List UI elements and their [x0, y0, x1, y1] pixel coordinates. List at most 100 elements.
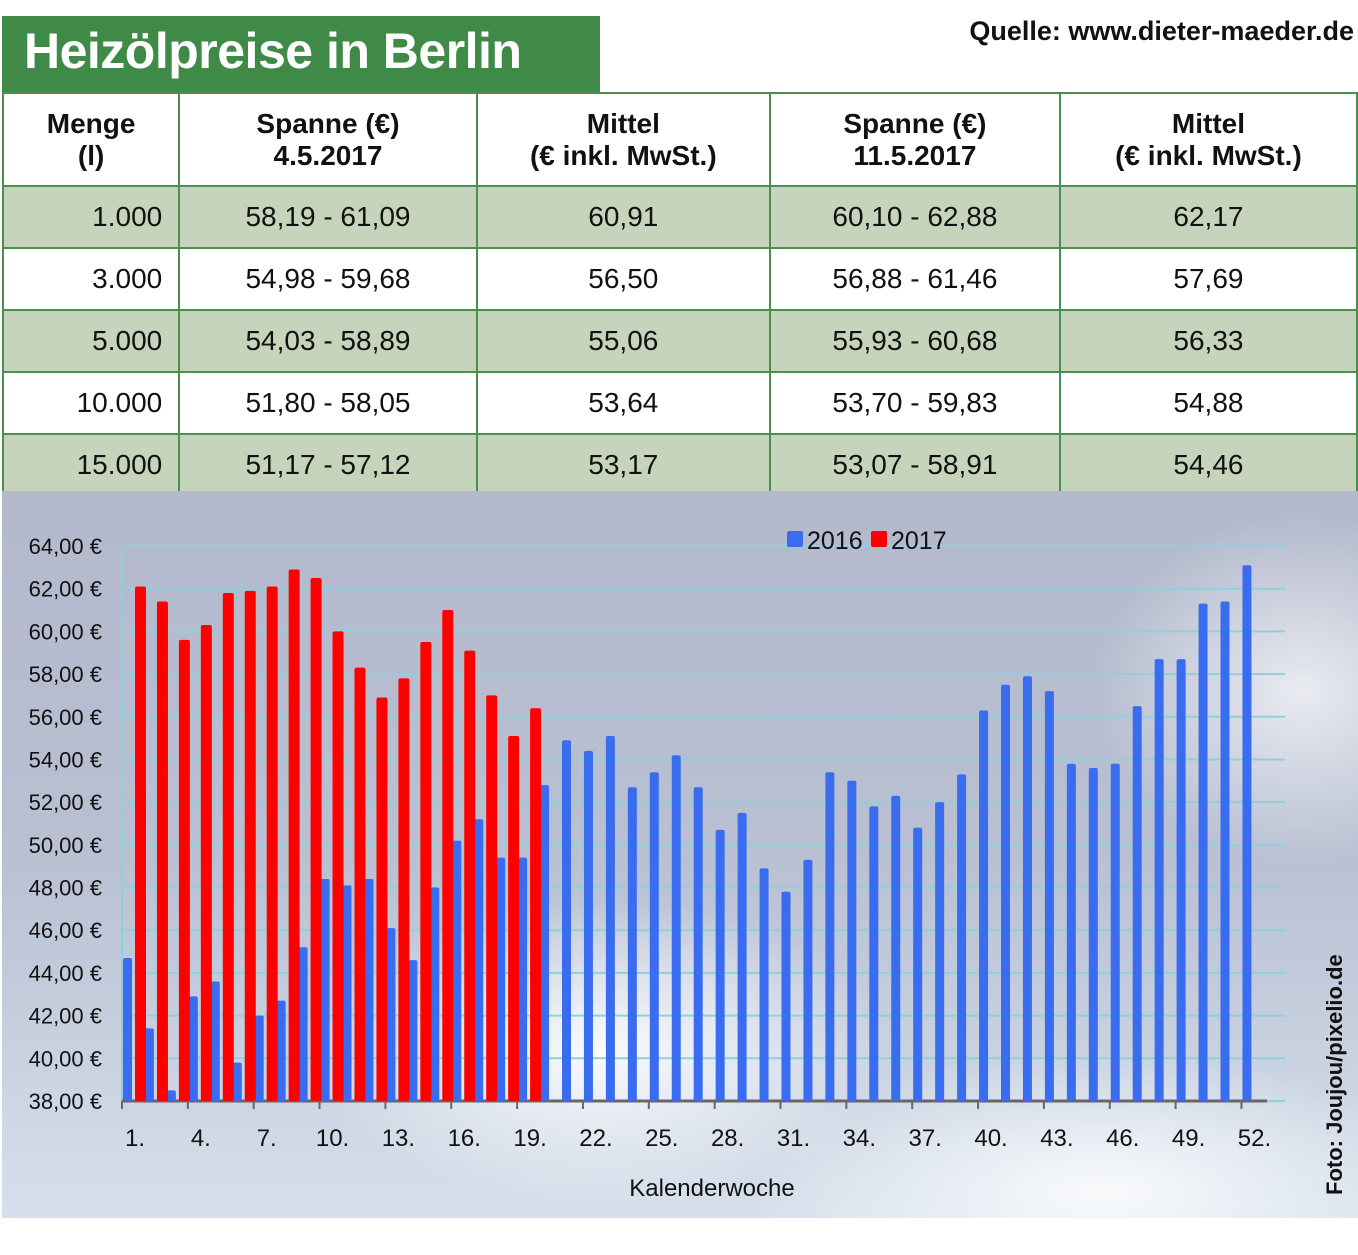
table-cell: 15.000 — [1, 433, 181, 497]
bar-2017-week-2 — [156, 601, 168, 1101]
y-tick-label: 40,00 € — [29, 1046, 102, 1071]
bar-chart: 38,00 € 40,00 € 42,00 € 44,00 € 46,00 € 48,00… — [29, 527, 1285, 1202]
source-text: Quelle: www.dieter-maeder.de — [969, 16, 1354, 46]
bar-2016-week-38 — [935, 802, 945, 1101]
header-line: Spanne (€) — [256, 107, 400, 139]
y-tick-label: 62,00 € — [29, 577, 102, 602]
bar-2016-week-47 — [1132, 706, 1142, 1101]
header-line: Spanne (€) — [843, 107, 987, 139]
bar-2016-week-41 — [1001, 684, 1010, 1101]
bar-2016-week-45 — [1088, 768, 1098, 1101]
table-cell: 62,17 — [1058, 185, 1358, 249]
bar-2017-week-7 — [266, 586, 278, 1101]
x-tick-label: 16. — [448, 1125, 481, 1152]
y-tick-label: 54,00 € — [29, 747, 102, 772]
table-cell: 53,70 - 59,83 — [768, 371, 1061, 435]
y-tick-label: 64,00 € — [29, 534, 102, 559]
table-row: 15.000 51,17 - 57,12 53,17 53,07 - 58,91 54,… — [1, 433, 1358, 497]
table-cell: 55,06 — [475, 309, 771, 373]
bar-2016-week-26 — [671, 755, 681, 1101]
table-row: 1.000 58,19 - 61,09 60,91 60,10 - 62,88 62,1… — [1, 185, 1358, 249]
bar-2016-week-46 — [1110, 763, 1120, 1101]
bar-2016-week-29 — [737, 812, 747, 1101]
bar-2017-week-13 — [398, 678, 410, 1101]
header-line: (€ inkl. MwSt.) — [529, 139, 717, 171]
y-tick-label: 50,00 € — [29, 833, 102, 858]
table-cell: 56,33 — [1058, 309, 1358, 373]
x-tick-label: 1. — [125, 1125, 145, 1152]
bar-2016-week-19 — [518, 857, 528, 1101]
column-header: Spanne (€) 4.5.2017 — [178, 92, 478, 187]
table-row: 5.000 54,03 - 58,89 55,06 55,93 - 60,68 56,3… — [1, 309, 1358, 373]
bar-2016-week-44 — [1066, 763, 1076, 1101]
bar-2016-week-43 — [1044, 691, 1054, 1101]
x-tick-label: 7. — [257, 1125, 277, 1152]
bar-2016-week-52 — [1242, 565, 1252, 1101]
table-cell: 55,93 - 60,68 — [768, 309, 1061, 373]
table-cell: 54,46 — [1058, 433, 1358, 497]
bar-2016-week-21 — [562, 740, 571, 1101]
x-tick-label: 46. — [1106, 1125, 1139, 1152]
bar-2017-week-18 — [508, 735, 520, 1101]
table-cell: 3.000 — [1, 247, 181, 311]
header-line: Menge — [46, 107, 136, 139]
bar-2016-week-13 — [386, 928, 396, 1101]
bar-2017-week-5 — [222, 592, 234, 1101]
bar-2016-week-16 — [452, 840, 462, 1101]
header-line: (l) — [77, 139, 105, 171]
table-cell: 54,98 - 59,68 — [178, 247, 478, 311]
bar-2016-week-7 — [254, 1015, 264, 1101]
bar-2016-week-49 — [1176, 659, 1186, 1101]
y-tick-label: 56,00 € — [29, 705, 102, 730]
y-tick-label: 60,00 € — [29, 619, 102, 644]
legend-swatch — [871, 531, 887, 547]
bar-2016-week-34 — [847, 780, 857, 1101]
bar-2016-week-12 — [364, 879, 374, 1101]
y-tick-label: 44,00 € — [29, 961, 102, 986]
bar-2016-week-25 — [649, 772, 659, 1101]
table-cell: 51,17 - 57,12 — [178, 433, 478, 497]
bar-2016-week-32 — [803, 859, 813, 1101]
x-tick-label: 40. — [974, 1125, 1007, 1152]
bar-2017-week-3 — [178, 639, 190, 1101]
bar-2016-week-31 — [781, 891, 791, 1101]
bar-2016-week-50 — [1198, 603, 1208, 1101]
y-tick-label: 52,00 € — [29, 790, 102, 815]
x-tick-label: 52. — [1238, 1125, 1271, 1152]
x-tick-label: 13. — [382, 1125, 415, 1152]
table-cell: 57,69 — [1058, 247, 1358, 311]
x-tick-label: 31. — [777, 1125, 810, 1152]
x-tick-label: 22. — [579, 1125, 612, 1152]
y-tick-label: 38,00 € — [29, 1089, 102, 1114]
x-tick-label: 28. — [711, 1125, 744, 1152]
x-tick-label: 43. — [1040, 1125, 1073, 1152]
x-tick-label: 10. — [316, 1125, 349, 1152]
bar-2016-week-8 — [276, 1000, 286, 1101]
bar-2016-week-2 — [144, 1028, 154, 1101]
table-cell: 10.000 — [1, 371, 181, 435]
bar-2017-week-4 — [200, 624, 212, 1101]
bar-2016-week-23 — [605, 735, 615, 1101]
bar-2017-week-6 — [244, 590, 256, 1101]
bar-2016-week-18 — [496, 857, 506, 1101]
y-tick-label: 46,00 € — [29, 918, 102, 943]
y-tick-label: 58,00 € — [29, 662, 102, 687]
x-tick-label: 34. — [843, 1125, 876, 1152]
bar-2016-week-37 — [913, 827, 923, 1101]
bar-2016-week-24 — [627, 787, 637, 1101]
bar-2016-week-20 — [540, 785, 550, 1101]
bar-2016-week-36 — [891, 795, 901, 1101]
bar-2016-week-6 — [232, 1062, 242, 1101]
bar-2016-week-27 — [693, 787, 703, 1101]
bar-2017-week-12 — [376, 697, 388, 1101]
bar-2016-week-9 — [298, 947, 308, 1101]
bar-2016-week-14 — [408, 960, 418, 1101]
chart-area: 38,00 € 40,00 € 42,00 € 44,00 € 46,00 € 48,00… — [2, 491, 1358, 1218]
header-line: (€ inkl. MwSt.) — [1115, 139, 1302, 171]
bar-2017-week-10 — [332, 631, 344, 1101]
table-cell: 54,03 - 58,89 — [178, 309, 478, 373]
header-line: 11.5.2017 — [853, 139, 977, 171]
bar-2016-week-17 — [474, 819, 484, 1101]
bar-2016-week-33 — [825, 772, 835, 1101]
x-tick-label: 4. — [191, 1125, 211, 1152]
